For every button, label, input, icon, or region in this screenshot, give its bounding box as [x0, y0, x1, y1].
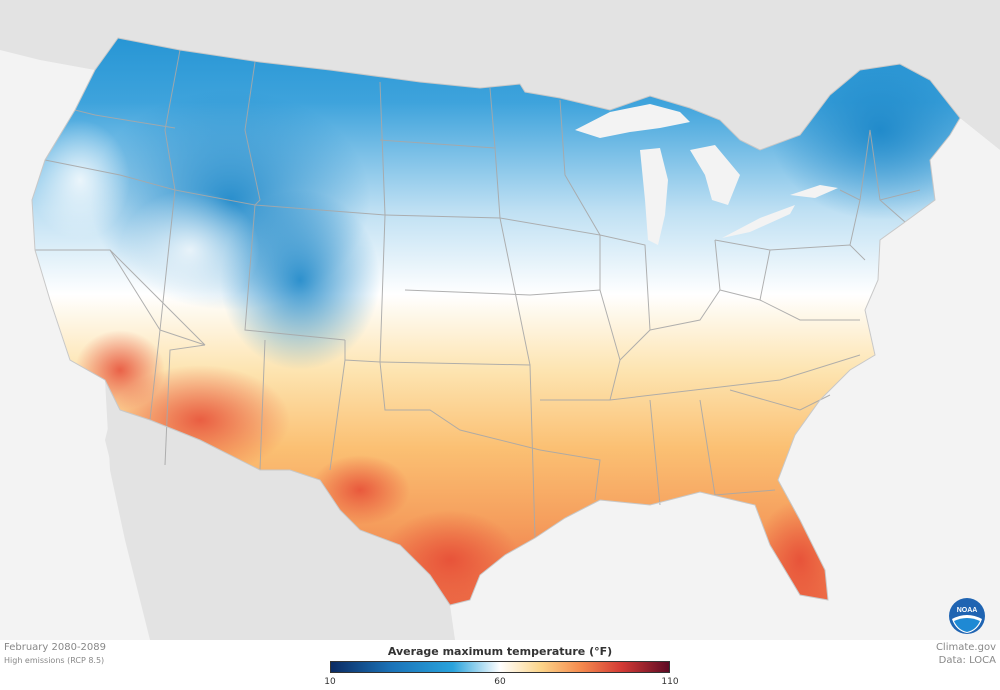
noaa-logo-text: NOAA: [957, 607, 978, 614]
mexico-landmass: [105, 380, 455, 640]
legend-color-bar: [330, 661, 670, 673]
data-credit: Data: LOCA: [938, 655, 996, 666]
legend-tick-max: 110: [661, 677, 679, 687]
state-boundaries: [35, 49, 921, 539]
map-period-title: February 2080-2089: [4, 642, 106, 653]
temperature-map: [0, 0, 1000, 640]
lake-huron: [690, 145, 740, 205]
map-area: NOAA: [0, 0, 1000, 640]
baja-peninsula: [105, 420, 185, 610]
lake-ontario: [790, 185, 838, 198]
canada-landmass: [0, 0, 1000, 150]
legend-title: Average maximum temperature (°F): [387, 645, 613, 658]
lake-michigan: [640, 148, 668, 245]
emissions-scenario: High emissions (RCP 8.5): [4, 656, 105, 665]
source-credit: Climate.gov: [935, 642, 996, 653]
legend-tick-mid: 60: [494, 677, 506, 687]
noaa-logo-icon: NOAA: [949, 598, 985, 634]
legend-tick-min: 10: [324, 677, 336, 687]
lake-erie: [722, 205, 795, 238]
us-outline: [31, 37, 961, 606]
lake-superior: [575, 104, 690, 138]
